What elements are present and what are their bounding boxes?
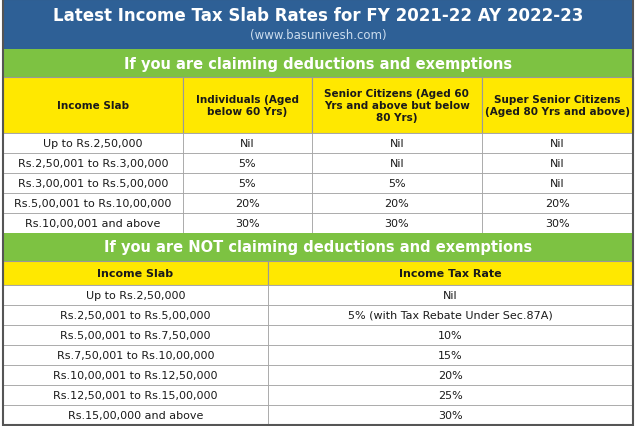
Text: 5%: 5%: [388, 178, 406, 189]
Text: Income Slab: Income Slab: [57, 101, 129, 111]
Bar: [268, 385, 633, 405]
Bar: [3, 405, 268, 425]
Bar: [3, 262, 268, 285]
Text: 30%: 30%: [235, 219, 259, 228]
Bar: [183, 213, 312, 233]
Bar: [268, 285, 633, 305]
Text: Nil: Nil: [240, 139, 254, 149]
Text: 30%: 30%: [384, 219, 409, 228]
Text: Rs.7,50,001 to Rs.10,00,000: Rs.7,50,001 to Rs.10,00,000: [57, 350, 214, 360]
Text: Nil: Nil: [550, 178, 565, 189]
Bar: [3, 0, 633, 50]
Bar: [3, 305, 268, 325]
Bar: [3, 78, 183, 134]
Text: Up to Rs.2,50,000: Up to Rs.2,50,000: [86, 290, 185, 300]
Text: Rs.12,50,001 to Rs.15,00,000: Rs.12,50,001 to Rs.15,00,000: [53, 390, 218, 400]
Text: Nil: Nil: [550, 158, 565, 169]
Text: 20%: 20%: [235, 199, 259, 208]
Bar: [3, 385, 268, 405]
Bar: [183, 193, 312, 213]
Text: Latest Income Tax Slab Rates for FY 2021-22 AY 2022-23: Latest Income Tax Slab Rates for FY 2021…: [53, 7, 583, 25]
Bar: [312, 78, 482, 134]
Text: Rs.10,00,001 to Rs.12,50,000: Rs.10,00,001 to Rs.12,50,000: [53, 370, 218, 380]
Text: Rs.10,00,001 and above: Rs.10,00,001 and above: [25, 219, 160, 228]
Bar: [183, 154, 312, 173]
Text: Up to Rs.2,50,000: Up to Rs.2,50,000: [43, 139, 142, 149]
Bar: [482, 154, 633, 173]
Bar: [268, 305, 633, 325]
Bar: [3, 345, 268, 365]
Text: Super Senior Citizens
(Aged 80 Yrs and above): Super Senior Citizens (Aged 80 Yrs and a…: [485, 95, 630, 117]
Text: 30%: 30%: [438, 410, 462, 420]
Bar: [482, 193, 633, 213]
Bar: [482, 173, 633, 193]
Text: Rs.15,00,000 and above: Rs.15,00,000 and above: [67, 410, 203, 420]
Text: 20%: 20%: [545, 199, 570, 208]
Bar: [482, 134, 633, 154]
Bar: [3, 173, 183, 193]
Text: If you are NOT claiming deductions and exemptions: If you are NOT claiming deductions and e…: [104, 240, 532, 255]
Bar: [3, 193, 183, 213]
Bar: [3, 154, 183, 173]
Text: Rs.3,00,001 to Rs.5,00,000: Rs.3,00,001 to Rs.5,00,000: [18, 178, 168, 189]
Bar: [3, 50, 633, 78]
Text: 20%: 20%: [438, 370, 462, 380]
Text: Rs.2,50,001 to Rs.5,00,000: Rs.2,50,001 to Rs.5,00,000: [60, 310, 211, 320]
Text: Income Slab: Income Slab: [97, 268, 174, 278]
Bar: [268, 365, 633, 385]
Text: 10%: 10%: [438, 330, 462, 340]
Bar: [482, 78, 633, 134]
Text: 15%: 15%: [438, 350, 462, 360]
Text: Rs.5,00,001 to Rs.10,00,000: Rs.5,00,001 to Rs.10,00,000: [14, 199, 172, 208]
Text: 25%: 25%: [438, 390, 462, 400]
Bar: [268, 262, 633, 285]
Bar: [183, 173, 312, 193]
Bar: [482, 213, 633, 233]
Bar: [312, 154, 482, 173]
Bar: [268, 325, 633, 345]
Text: 5% (with Tax Rebate Under Sec.87A): 5% (with Tax Rebate Under Sec.87A): [348, 310, 553, 320]
Bar: [3, 365, 268, 385]
Bar: [3, 134, 183, 154]
Text: 5%: 5%: [238, 178, 256, 189]
Text: Individuals (Aged
below 60 Yrs): Individuals (Aged below 60 Yrs): [196, 95, 299, 117]
Bar: [183, 78, 312, 134]
Bar: [3, 233, 633, 262]
Text: 5%: 5%: [238, 158, 256, 169]
Bar: [3, 285, 268, 305]
Bar: [312, 213, 482, 233]
Text: Senior Citizens (Aged 60
Yrs and above but below
80 Yrs): Senior Citizens (Aged 60 Yrs and above b…: [324, 89, 470, 122]
Bar: [268, 345, 633, 365]
Text: (www.basunivesh.com): (www.basunivesh.com): [250, 29, 386, 43]
Text: Nil: Nil: [389, 139, 404, 149]
Bar: [312, 134, 482, 154]
Text: Nil: Nil: [443, 290, 458, 300]
Text: Income Tax Rate: Income Tax Rate: [399, 268, 502, 278]
Text: If you are claiming deductions and exemptions: If you are claiming deductions and exemp…: [124, 56, 512, 71]
Text: 30%: 30%: [545, 219, 570, 228]
Bar: [3, 325, 268, 345]
Bar: [183, 134, 312, 154]
Bar: [268, 405, 633, 425]
Text: Nil: Nil: [389, 158, 404, 169]
Bar: [3, 213, 183, 233]
Text: Rs.5,00,001 to Rs.7,50,000: Rs.5,00,001 to Rs.7,50,000: [60, 330, 211, 340]
Text: Rs.2,50,001 to Rs.3,00,000: Rs.2,50,001 to Rs.3,00,000: [18, 158, 168, 169]
Bar: [312, 173, 482, 193]
Text: 20%: 20%: [384, 199, 409, 208]
Text: Nil: Nil: [550, 139, 565, 149]
Bar: [312, 193, 482, 213]
